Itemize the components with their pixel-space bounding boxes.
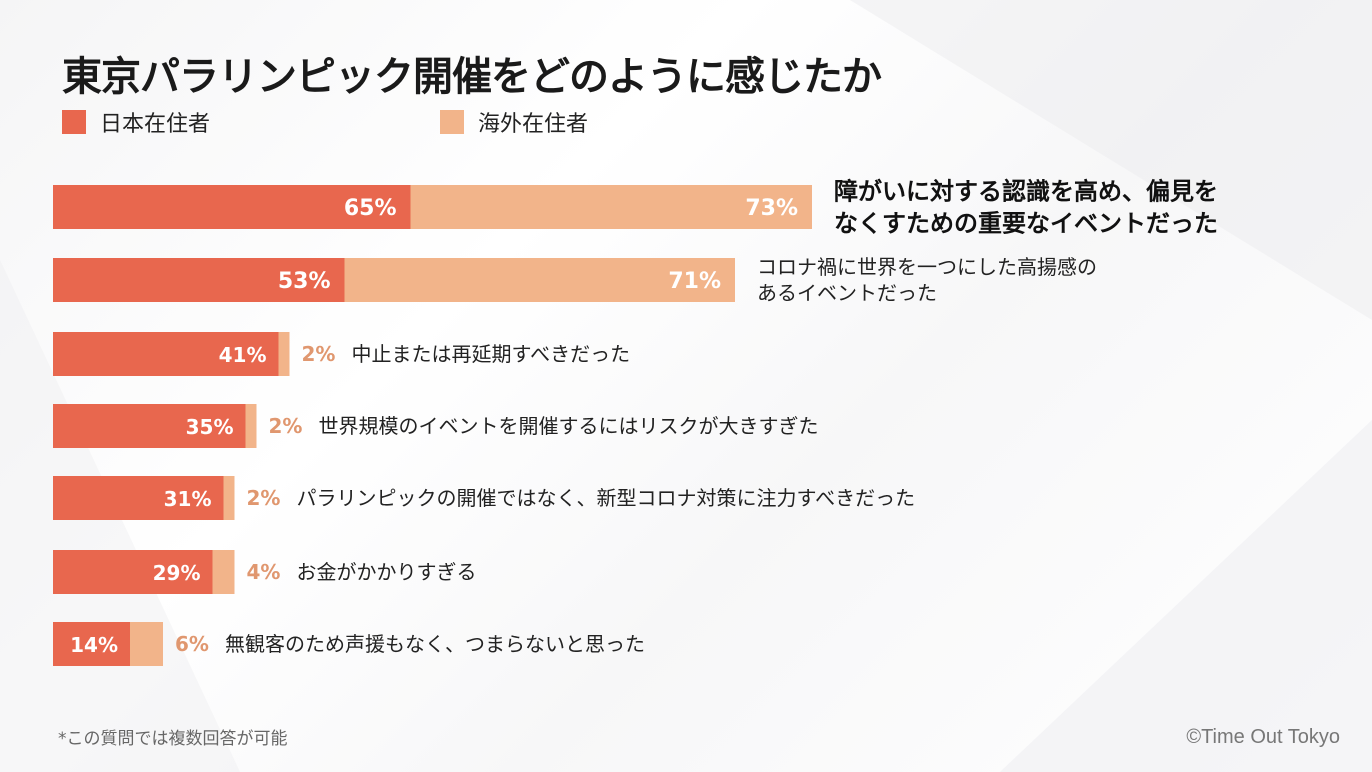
legend-item-domestic: 日本在住者 <box>62 106 210 138</box>
bar-overseas <box>278 332 290 376</box>
bar-domestic <box>53 332 279 376</box>
bar-domestic <box>53 476 224 520</box>
bar-domestic <box>53 622 130 666</box>
data-label-domestic: 14% <box>70 633 118 657</box>
category-label: 障がいに対する認識を高め、偏見をなくすための重要なイベントだった <box>834 178 1218 238</box>
legend-label-domestic: 日本在住者 <box>100 112 211 137</box>
bar-overseas <box>344 258 735 302</box>
bar-overseas <box>130 622 163 666</box>
data-label-overseas: 2% <box>247 486 281 510</box>
bar-domestic <box>53 185 411 229</box>
bar-overseas <box>212 550 235 594</box>
data-label-domestic: 41% <box>219 343 267 367</box>
data-label-domestic: 31% <box>164 487 212 511</box>
category-label: 中止または再延期すべきだった <box>352 342 631 366</box>
bar-domestic <box>53 550 213 594</box>
data-label-domestic: 65% <box>344 196 397 221</box>
data-label-overseas: 73% <box>745 196 798 221</box>
data-label-overseas: 4% <box>247 560 281 584</box>
legend-swatch-overseas <box>440 110 464 134</box>
category-label: お金がかかりすぎる <box>297 560 477 584</box>
bar-overseas <box>410 185 812 229</box>
bar-domestic <box>53 258 345 302</box>
data-label-overseas: 2% <box>302 342 336 366</box>
bar-domestic <box>53 404 246 448</box>
legend-label-overseas: 海外在住者 <box>478 112 589 137</box>
category-label: 世界規模のイベントを開催するにはリスクが大きすぎた <box>319 414 819 438</box>
data-label-domestic: 53% <box>278 269 331 294</box>
data-label-domestic: 35% <box>186 415 234 439</box>
category-label: コロナ禍に世界を一つにした高揚感のあるイベントだった <box>757 255 1097 305</box>
data-label-overseas: 6% <box>175 632 209 656</box>
data-label-overseas: 2% <box>269 414 303 438</box>
legend-swatch-domestic <box>62 110 86 134</box>
category-label: パラリンピックの開催ではなく、新型コロナ対策に注力すべきだった <box>297 486 916 510</box>
footnote: *この質問では複数回答が可能 <box>58 729 288 749</box>
bar-overseas <box>223 476 235 520</box>
category-label: 無観客のため声援もなく、つまらないと思った <box>225 632 645 656</box>
data-label-domestic: 29% <box>153 561 201 585</box>
chart-title: 東京パラリンピック開催をどのように感じたか <box>62 54 882 100</box>
bar-overseas <box>245 404 257 448</box>
data-label-overseas: 71% <box>668 269 721 294</box>
credit: ©Time Out Tokyo <box>1186 726 1340 748</box>
legend-item-overseas: 海外在住者 <box>440 106 588 138</box>
